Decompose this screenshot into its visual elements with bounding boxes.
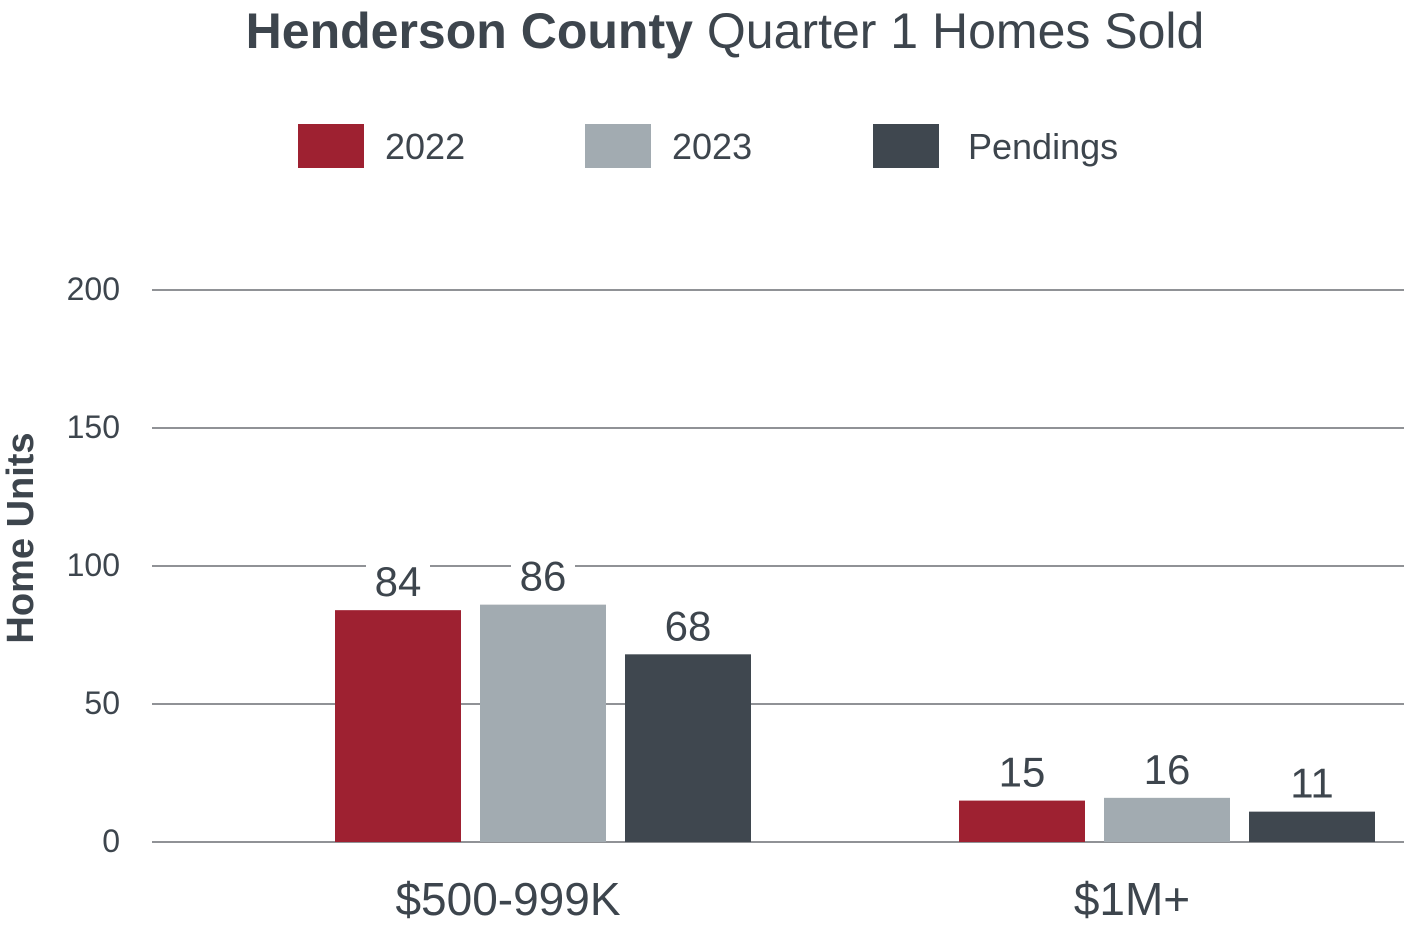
bar-2022-2 xyxy=(959,800,1085,842)
x-axis-ticks: $500-999K $1M+ xyxy=(395,873,1190,925)
bar-value-labels: 84 86 68 15 16 11 xyxy=(366,553,1344,807)
bars xyxy=(335,604,1375,842)
bar-value-label: 16 xyxy=(1144,746,1191,793)
y-tick-label: 50 xyxy=(84,685,120,721)
bar-value-label: 68 xyxy=(665,602,712,649)
legend-swatch-2022 xyxy=(298,124,364,168)
bar-value-label: 86 xyxy=(520,553,567,600)
bar-label-background xyxy=(1280,761,1344,806)
legend-label-pendings: Pendings xyxy=(968,126,1118,167)
bar-label-background xyxy=(511,554,575,599)
y-axis-label: Home Units xyxy=(0,432,42,643)
x-tick-label: $1M+ xyxy=(1074,873,1190,925)
bar-label-background xyxy=(1135,747,1199,792)
bar-2023-1 xyxy=(480,604,606,842)
bar-value-label: 15 xyxy=(999,749,1046,796)
bar-label-background xyxy=(990,750,1054,795)
y-tick-label: 100 xyxy=(67,547,120,583)
legend-label-2023: 2023 xyxy=(672,126,752,167)
bar-value-label: 11 xyxy=(1290,760,1334,807)
x-tick-label: $500-999K xyxy=(395,873,620,925)
y-tick-label: 200 xyxy=(67,271,120,307)
bar-pendings-1 xyxy=(625,654,751,842)
bar-label-background xyxy=(656,604,720,649)
legend-swatch-2023 xyxy=(585,124,651,168)
bar-2022-1 xyxy=(335,610,461,842)
chart-title-bold: Henderson County xyxy=(246,3,693,59)
bar-label-background xyxy=(366,560,430,605)
legend: 2022 2023 Pendings xyxy=(298,124,1118,168)
bar-value-label: 84 xyxy=(375,558,422,605)
legend-label-2022: 2022 xyxy=(385,126,465,167)
bar-2023-2 xyxy=(1104,797,1230,842)
bar-pendings-2 xyxy=(1249,811,1375,842)
legend-swatch-pendings xyxy=(873,124,939,168)
y-tick-label: 150 xyxy=(67,409,120,445)
chart-title-rest: Quarter 1 Homes Sold xyxy=(707,3,1204,59)
y-axis-ticks: 0 50 100 150 200 xyxy=(67,271,120,859)
chart-title: Henderson County Quarter 1 Homes Sold xyxy=(246,3,1205,59)
y-tick-label: 0 xyxy=(102,823,120,859)
